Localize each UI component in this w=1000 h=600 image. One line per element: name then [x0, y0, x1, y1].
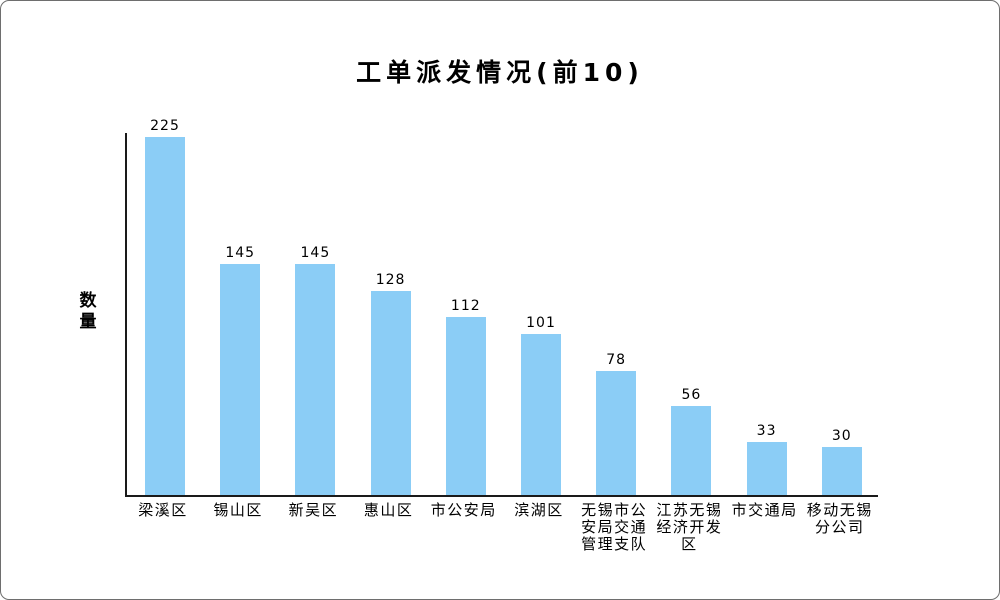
bar	[295, 264, 336, 495]
bar	[445, 317, 486, 495]
x-axis-category-label: 梁溪区	[138, 501, 188, 519]
bar-group: 101	[521, 310, 561, 495]
bar	[370, 291, 411, 495]
bar-value-label: 30	[831, 428, 852, 444]
bar-group: 112	[445, 293, 486, 495]
bar	[220, 264, 261, 495]
bar-group: 56	[671, 382, 712, 495]
bar-value-label: 101	[526, 315, 556, 331]
x-axis-category-label: 无锡市公安局交通管理支队	[581, 501, 648, 553]
bar-value-label: 225	[150, 118, 180, 134]
chart-title: 工单派发情况(前10)	[356, 58, 644, 87]
bar-value-label: 145	[300, 245, 331, 261]
bar-value-label: 112	[450, 298, 481, 314]
bar-value-label: 128	[375, 272, 406, 288]
x-axis-category-label: 滨湖区	[514, 501, 564, 519]
bar-group: 128	[370, 267, 411, 495]
x-axis-category-label: 江苏无锡经济开发区	[656, 501, 723, 553]
plot-area: 225 145 145 128 112 101 78 56 33 30	[125, 118, 878, 497]
bar-value-label: 145	[225, 245, 256, 261]
bar-group: 30	[821, 423, 862, 495]
bar	[145, 137, 185, 495]
x-axis-labels: 梁溪区 锡山区 新吴区 惠山区 市公安局 滨湖区 无锡市公安局交通管理支队 江苏无锡经济开发区…	[125, 502, 876, 562]
bar	[521, 334, 561, 495]
x-axis-category-label: 新吴区	[288, 501, 339, 519]
bar-value-label: 33	[756, 423, 777, 439]
x-axis-category-label: 锡山区	[213, 501, 263, 519]
bar-group: 145	[220, 240, 261, 495]
x-axis-category-label: 惠山区	[363, 501, 414, 519]
x-axis-category-label: 移动无锡分公司	[806, 501, 873, 536]
bar-group: 78	[596, 347, 637, 495]
bar	[821, 447, 862, 495]
bar-value-label: 78	[606, 352, 627, 368]
x-axis-category-label: 市交通局	[731, 501, 798, 519]
bar-group: 225	[145, 113, 185, 495]
bar	[671, 406, 712, 495]
bar	[746, 442, 787, 495]
x-axis-category-label: 市公安局	[430, 501, 497, 519]
bar	[596, 371, 637, 495]
y-axis-label: 数量	[79, 291, 97, 332]
bar-group: 33	[746, 418, 787, 495]
bar-value-label: 56	[681, 387, 702, 403]
bar-group: 145	[295, 240, 336, 495]
